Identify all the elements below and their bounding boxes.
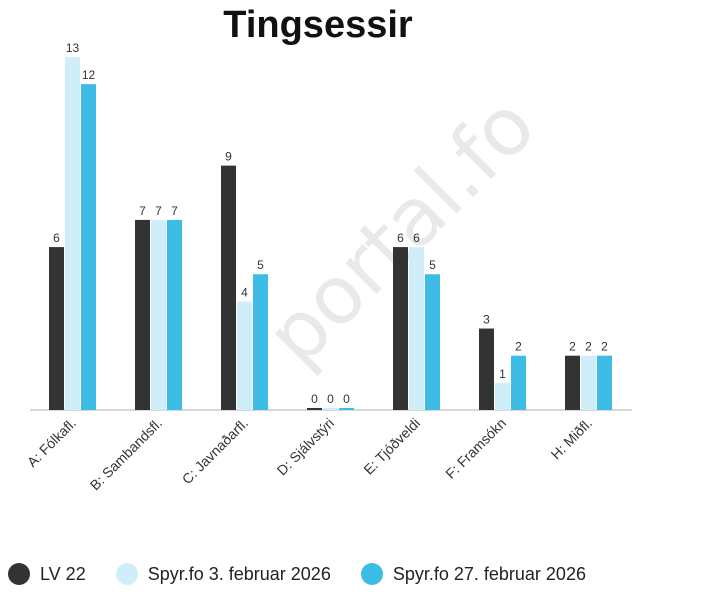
bar-1-6	[479, 328, 494, 410]
data-label-3-4: 0	[343, 392, 350, 406]
bar-3-1	[81, 84, 96, 411]
bar-1-4	[307, 408, 322, 410]
legend-label-spyr-3-feb: Spyr.fo 3. februar 2026	[147, 563, 331, 584]
data-label-3-3: 5	[257, 258, 264, 272]
legend-item-spyr-3-feb: Spyr.fo 3. februar 2026	[115, 563, 331, 585]
legend-swatch-lv22	[8, 563, 30, 585]
data-label-3-1: 12	[82, 68, 96, 82]
bar-2-1	[65, 57, 80, 410]
bar-2-4	[323, 408, 338, 410]
x-tick-label-6: F: Framsókn	[442, 415, 509, 482]
data-label-1-7: 2	[569, 340, 576, 354]
data-label-2-6: 1	[499, 367, 506, 381]
bar-1-2	[135, 219, 150, 410]
data-label-2-2: 7	[155, 204, 162, 218]
legend-item-spyr-27-feb: Spyr.fo 27. februar 2026	[360, 563, 586, 585]
data-label-1-3: 9	[225, 150, 232, 164]
legend-swatch-spyr-27-feb	[360, 563, 383, 585]
bar-2-6	[495, 382, 510, 410]
data-label-2-4: 0	[327, 392, 334, 406]
data-label-1-1: 6	[53, 231, 60, 245]
bar-1-1	[49, 247, 64, 410]
data-label-3-7: 2	[601, 340, 608, 354]
data-label-2-5: 6	[413, 231, 420, 245]
data-label-3-6: 2	[515, 340, 522, 354]
legend-label-lv22: LV 22	[40, 563, 86, 584]
bar-3-7	[597, 355, 612, 410]
chart-title: Tingsessir	[223, 4, 413, 46]
x-tick-label-1: A: Fólkafl.	[24, 415, 79, 470]
data-label-3-2: 7	[171, 204, 178, 218]
x-tick-label-3: C: Javnaðarfl.	[179, 415, 251, 487]
bar-2-2	[151, 219, 166, 410]
x-tick-label-5: E: Tjóðveldi	[360, 415, 423, 478]
data-label-1-6: 3	[483, 313, 490, 327]
data-label-2-3: 4	[241, 285, 248, 299]
bar-1-7	[565, 355, 580, 410]
data-label-1-2: 7	[139, 204, 146, 218]
bar-3-2	[167, 219, 182, 410]
legend-label-spyr-27-feb: Spyr.fo 27. februar 2026	[392, 563, 586, 584]
data-label-2-7: 2	[585, 340, 592, 354]
legend-swatch-spyr-3-feb	[115, 563, 138, 585]
data-label-1-5: 6	[397, 231, 404, 245]
bar-1-5	[393, 247, 408, 410]
x-tick-label-4: D: Sjálvstýri	[274, 415, 338, 479]
bar-3-3	[253, 274, 268, 410]
legend: LV 22 Spyr.fo 3. februar 2026 Spyr.fo 27…	[8, 558, 708, 590]
legend-item-lv22: LV 22	[8, 563, 86, 585]
x-tick-label-2: B: Sambandsfl.	[87, 415, 165, 493]
bar-3-6	[511, 355, 526, 410]
bar-2-7	[581, 355, 596, 410]
bar-3-4	[339, 408, 354, 410]
data-label-1-4: 0	[311, 392, 318, 406]
bar-3-5	[425, 274, 440, 410]
x-tick-label-7: H: Miðfl.	[548, 415, 596, 463]
data-label-2-1: 13	[66, 41, 80, 55]
bar-2-5	[409, 247, 424, 410]
data-label-3-5: 5	[429, 258, 436, 272]
bar-1-3	[221, 165, 236, 410]
bar-2-3	[237, 301, 252, 410]
